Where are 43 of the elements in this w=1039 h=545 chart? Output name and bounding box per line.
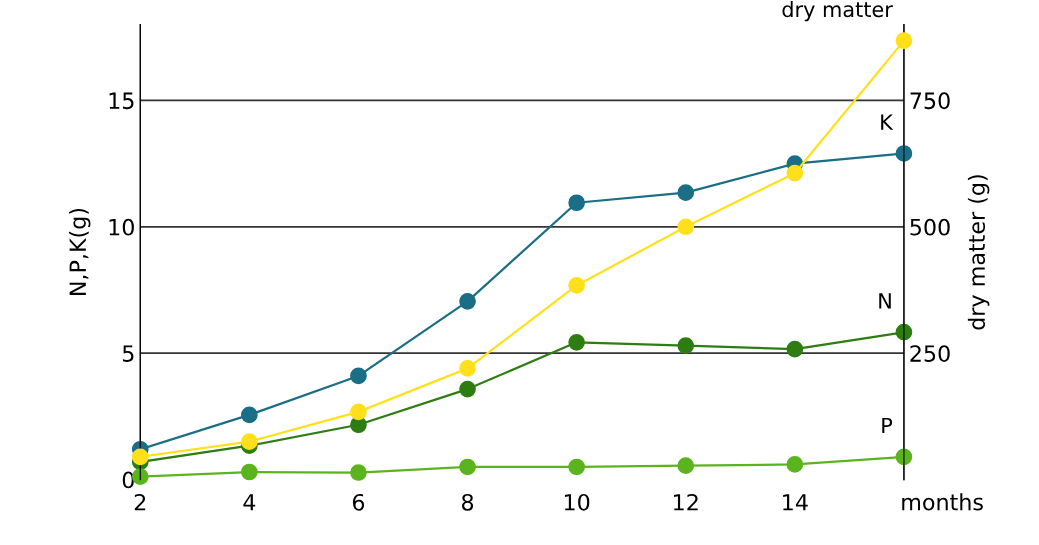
point <box>677 184 695 201</box>
point <box>350 367 367 385</box>
point <box>786 340 804 358</box>
x-tick-label: 14 <box>783 494 808 511</box>
point <box>786 456 804 473</box>
series-label: P <box>882 417 893 434</box>
point <box>459 293 476 310</box>
point <box>677 218 695 236</box>
series-label: dry matter <box>782 1 893 22</box>
point <box>786 164 804 182</box>
x-tick-label: 12 <box>674 493 698 511</box>
y-tick-label: 15 <box>109 92 134 110</box>
point <box>241 406 258 424</box>
x-tick-label: 2 <box>134 493 146 511</box>
point <box>459 458 476 476</box>
y2-tick-label: 250 <box>910 345 950 362</box>
point <box>568 277 585 294</box>
y2-tick-label: 500 <box>910 218 950 236</box>
series-label: K <box>881 114 894 130</box>
y2-axis-title: dry matter (g) <box>967 175 990 330</box>
x-tick-label: 8 <box>461 493 474 511</box>
x-tick-label: 6 <box>352 493 365 511</box>
y2-tick-label: 750 <box>910 92 950 110</box>
point <box>350 403 367 421</box>
point <box>568 333 585 351</box>
y-tick-label: 5 <box>122 345 134 362</box>
point <box>131 448 149 466</box>
point <box>895 32 913 50</box>
point <box>568 458 585 476</box>
point <box>241 433 258 451</box>
point <box>350 464 367 481</box>
series-label: N <box>879 293 891 309</box>
point <box>677 457 695 475</box>
point <box>459 380 476 398</box>
y-tick-label: 10 <box>109 218 134 236</box>
y-axis-title: N,P,K(g) <box>68 208 91 295</box>
x-tick-label: 4 <box>243 494 256 511</box>
point <box>677 337 695 354</box>
x-axis-title: months <box>902 493 983 511</box>
point <box>241 463 258 481</box>
point <box>459 360 476 377</box>
x-tick-label: 10 <box>564 493 590 511</box>
point <box>568 194 585 212</box>
